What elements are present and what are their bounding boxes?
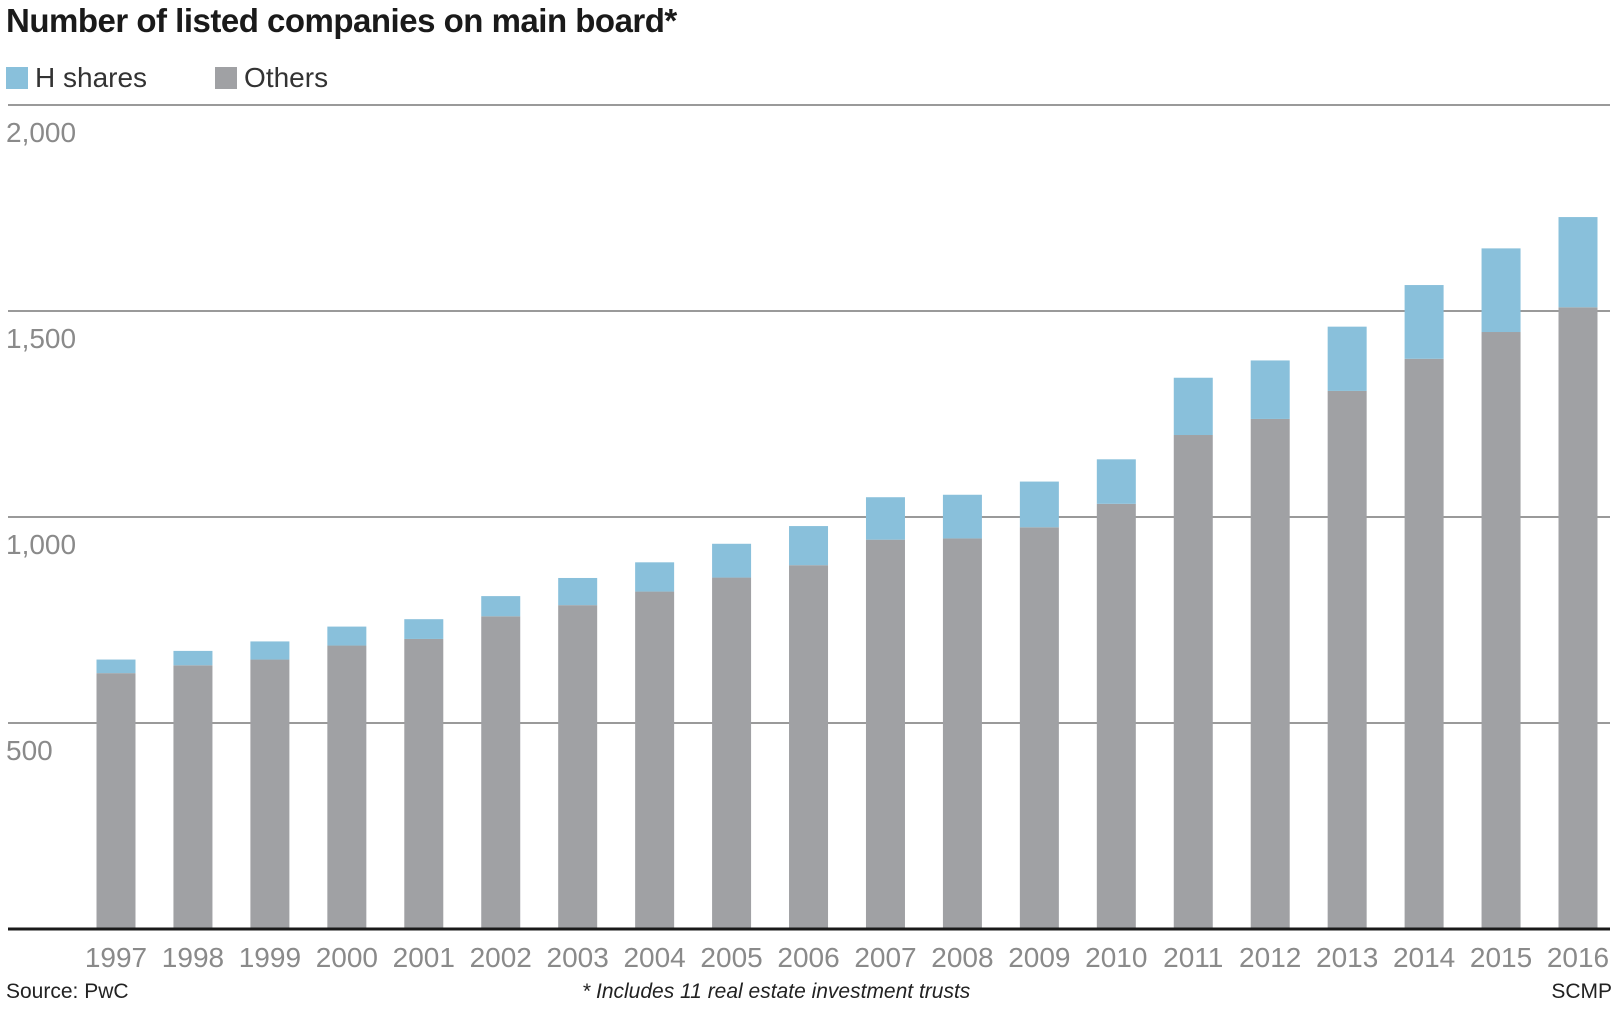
bar-others-2011 bbox=[1173, 435, 1213, 929]
bar-h-shares-2002 bbox=[481, 596, 521, 617]
bar-h-shares-1999 bbox=[250, 641, 290, 660]
bar-h-shares-2007 bbox=[865, 497, 905, 540]
bar-others-2013 bbox=[1327, 390, 1367, 930]
bar-h-shares-2012 bbox=[1250, 360, 1290, 419]
y-tick-label-2000: 2,000 bbox=[6, 117, 76, 148]
bar-h-shares-2000 bbox=[327, 626, 367, 646]
bar-h-shares-2008 bbox=[942, 494, 982, 539]
bar-h-shares-1997 bbox=[96, 659, 136, 674]
bar-h-shares-2011 bbox=[1173, 377, 1213, 436]
x-tick-label-1999: 1999 bbox=[239, 942, 301, 973]
legend-swatch-others bbox=[215, 67, 238, 89]
legend: H shares Others bbox=[6, 62, 396, 94]
x-tick-label-2016: 2016 bbox=[1547, 942, 1609, 973]
x-tick-label-2014: 2014 bbox=[1393, 942, 1455, 973]
x-tick-label-2013: 2013 bbox=[1316, 942, 1378, 973]
x-tick-label-2015: 2015 bbox=[1470, 942, 1532, 973]
bar-h-shares-2001 bbox=[404, 619, 444, 639]
bar-others-2008 bbox=[942, 538, 982, 929]
bar-h-shares-2006 bbox=[789, 526, 829, 566]
bar-others-1998 bbox=[173, 665, 213, 929]
chart-plot: 500 1,000 1,500 2,000 1997 1998 1999 2000 2001 20… bbox=[6, 104, 1610, 973]
bar-others-2016 bbox=[1558, 307, 1598, 929]
source-note: Source: PwC bbox=[6, 980, 129, 1003]
bar-h-shares-2016 bbox=[1558, 217, 1598, 308]
x-tick-label-1998: 1998 bbox=[162, 942, 224, 973]
bar-others-2004 bbox=[635, 591, 675, 929]
x-tick-label-2007: 2007 bbox=[854, 942, 916, 973]
y-tick-label-500: 500 bbox=[6, 735, 53, 766]
y-tick-label-1500: 1,500 bbox=[6, 323, 76, 354]
bar-others-2007 bbox=[865, 539, 905, 929]
bar-others-2009 bbox=[1019, 527, 1059, 929]
x-tick-label-2008: 2008 bbox=[931, 942, 993, 973]
legend-item-others: Others bbox=[215, 62, 328, 94]
bar-others-2005 bbox=[712, 577, 752, 929]
x-tick-label-1997: 1997 bbox=[85, 942, 147, 973]
bar-others-2003 bbox=[558, 605, 598, 929]
bar-h-shares-2014 bbox=[1404, 285, 1444, 359]
bar-others-2015 bbox=[1481, 332, 1521, 930]
footnote: * Includes 11 real estate investment tru… bbox=[582, 980, 971, 1003]
bar-others-2014 bbox=[1404, 358, 1444, 929]
bar-others-1999 bbox=[250, 659, 290, 929]
bar-others-1997 bbox=[96, 673, 136, 929]
x-tick-label-2001: 2001 bbox=[393, 942, 455, 973]
credit: SCMP bbox=[1551, 980, 1612, 1003]
y-tick-label-1000: 1,000 bbox=[6, 529, 76, 560]
bar-others-2012 bbox=[1250, 418, 1290, 929]
bar-others-2000 bbox=[327, 645, 367, 929]
bar-h-shares-2015 bbox=[1481, 248, 1521, 333]
x-tick-label-2009: 2009 bbox=[1008, 942, 1070, 973]
bar-h-shares-2010 bbox=[1096, 459, 1136, 504]
x-tick-label-2002: 2002 bbox=[470, 942, 532, 973]
x-tick-label-2003: 2003 bbox=[547, 942, 609, 973]
x-tick-label-2006: 2006 bbox=[777, 942, 839, 973]
bar-h-shares-2003 bbox=[558, 577, 598, 606]
bar-others-2002 bbox=[481, 616, 521, 929]
legend-label-h-shares: H shares bbox=[35, 62, 148, 93]
bar-others-2010 bbox=[1096, 503, 1136, 929]
bar-others-2001 bbox=[404, 638, 444, 929]
bar-h-shares-2005 bbox=[712, 543, 752, 578]
x-tick-label-2011: 2011 bbox=[1163, 942, 1223, 973]
x-tick-label-2000: 2000 bbox=[316, 942, 378, 973]
x-tick-label-2005: 2005 bbox=[700, 942, 762, 973]
x-tick-label-2012: 2012 bbox=[1239, 942, 1301, 973]
x-tick-label-2010: 2010 bbox=[1085, 942, 1147, 973]
legend-swatch-h-shares bbox=[6, 67, 28, 89]
bar-h-shares-2009 bbox=[1019, 481, 1059, 528]
bar-h-shares-2013 bbox=[1327, 326, 1367, 391]
x-tick-label-2004: 2004 bbox=[623, 942, 685, 973]
legend-item-h-shares: H shares bbox=[6, 62, 147, 94]
bar-h-shares-1998 bbox=[173, 650, 213, 666]
legend-label-others: Others bbox=[244, 62, 329, 93]
bar-others-2006 bbox=[789, 565, 829, 929]
chart-title: Number of listed companies on main board… bbox=[6, 2, 677, 39]
bar-h-shares-2004 bbox=[635, 562, 675, 592]
